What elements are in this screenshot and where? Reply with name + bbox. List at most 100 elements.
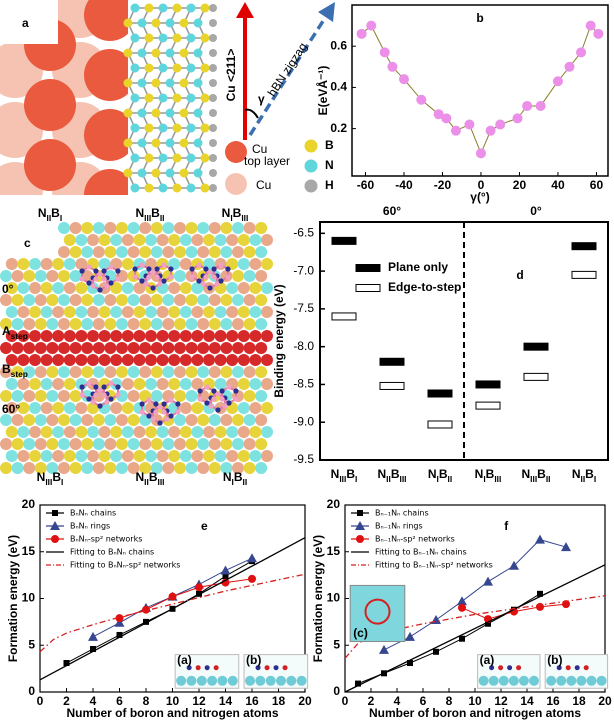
label-sub: III [45, 477, 52, 487]
surface-atom [191, 234, 204, 246]
surface-atom [261, 330, 273, 342]
inset-atom [196, 675, 207, 686]
surface-atom [0, 366, 12, 378]
surface-atom [208, 318, 221, 330]
surface-atom [156, 378, 169, 390]
x-tick-label: 2 [63, 694, 70, 708]
surface-atom [75, 330, 88, 342]
ring-atom [215, 407, 221, 413]
surface-atom [104, 294, 117, 306]
lattice-atom [123, 168, 133, 178]
panel-label: b [476, 11, 483, 25]
label-main: N [37, 470, 46, 484]
surface-atom [220, 342, 233, 354]
label-main: B [234, 470, 243, 484]
x-tick-label: 40 [551, 178, 565, 192]
surface-atom [40, 450, 53, 462]
point [536, 602, 544, 611]
row-label: Astep [2, 324, 28, 341]
surface-atom [214, 306, 227, 318]
surface-atom [63, 426, 76, 438]
legend-label: N [325, 158, 334, 172]
ring-atom [146, 413, 152, 419]
surface-atom [255, 270, 268, 282]
surface-atom [261, 282, 273, 294]
surface-atom [145, 426, 157, 438]
point [88, 631, 98, 641]
inset-label: (a) [177, 653, 192, 667]
level-bar [331, 236, 357, 245]
y-tick-label: 10 [327, 591, 341, 605]
surface-atom [237, 450, 250, 462]
y-tick-label: 0 [333, 684, 340, 698]
ring-atom [161, 278, 167, 284]
surface-atom [46, 414, 59, 426]
point [379, 47, 390, 58]
point [379, 644, 389, 654]
surface-atom [58, 222, 70, 234]
surface-atom [226, 306, 239, 318]
label-main: B [52, 470, 61, 484]
surface-atom [92, 246, 105, 258]
inset-atom [255, 665, 261, 671]
label-sub: I [594, 474, 596, 484]
surface-atom [104, 366, 117, 378]
surface-atom [232, 246, 244, 258]
hbn-arrow-head [318, 2, 335, 22]
lattice-atom [186, 153, 196, 163]
label-main: B [537, 467, 546, 481]
surface-atom [249, 378, 262, 390]
surface-atom [255, 294, 268, 306]
lattice-atom [165, 108, 175, 118]
surface-atom [63, 306, 76, 318]
legend-atom [304, 159, 318, 173]
x-tick-label: 0 [342, 694, 349, 708]
surface-atom [237, 426, 250, 438]
lattice-atom [193, 168, 203, 178]
surface-atom [168, 378, 181, 390]
point [356, 535, 364, 543]
surface-atom [150, 342, 163, 354]
point [51, 535, 59, 543]
surface-atom [174, 366, 186, 378]
surface-atom [0, 318, 12, 330]
ring-atom [203, 274, 209, 280]
surface-atom [0, 414, 12, 426]
x-tick-label: 6 [116, 694, 123, 708]
surface-atom [34, 294, 47, 306]
inset-atom [498, 675, 509, 686]
lattice-atom [137, 78, 147, 88]
point [116, 631, 123, 638]
label-main: N [223, 470, 232, 484]
ring-atom [197, 388, 203, 394]
surface-atom [63, 282, 76, 294]
surface-atom [179, 402, 192, 414]
surface-atom [261, 258, 273, 270]
surface-atom [75, 258, 88, 270]
surface-atom [203, 330, 215, 342]
label-sub: III [530, 474, 537, 484]
y-tick-label: 0 [28, 684, 35, 698]
label-main: B [346, 467, 355, 481]
surface-atom [52, 354, 65, 366]
surface-atom [11, 438, 24, 450]
surface-atom [23, 366, 36, 378]
ring-atom [225, 274, 231, 280]
label-main: B [151, 206, 160, 220]
surface-atom [208, 438, 221, 450]
y-tick-label: -6.5 [293, 226, 314, 240]
surface-atom [75, 402, 88, 414]
surface-atom [34, 438, 47, 450]
surface-atom [23, 342, 36, 354]
surface-atom [52, 282, 65, 294]
y-tick-label: -7.5 [293, 301, 314, 315]
surface-atom [110, 330, 123, 342]
surface-atom [87, 450, 99, 462]
arrow-label: hBN zigzag [265, 40, 310, 99]
surface-atom [29, 330, 41, 342]
surface-atom [116, 246, 128, 258]
surface-atom [92, 222, 105, 234]
y-axis-label: Formation energy (eV) [6, 535, 20, 662]
surface-atom [0, 342, 12, 354]
surface-atom [162, 222, 175, 234]
